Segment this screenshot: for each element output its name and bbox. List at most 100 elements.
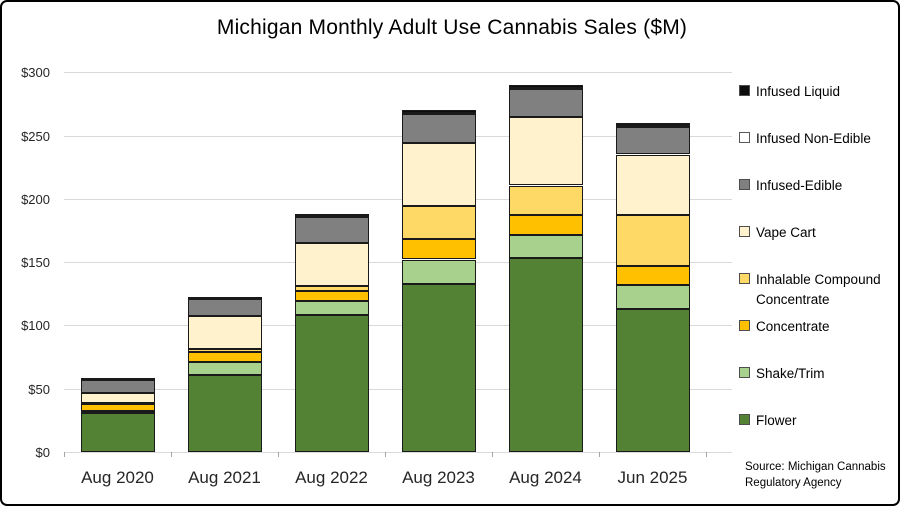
legend-label: Concentrate	[756, 319, 830, 334]
gridline	[64, 135, 732, 137]
gridline	[64, 198, 732, 200]
legend-item: Inhalable Compound Concentrate	[739, 270, 897, 309]
y-axis-tick-label: $200	[21, 191, 50, 207]
gridline	[64, 451, 732, 453]
gridline	[64, 72, 732, 74]
x-axis-tickmark	[599, 451, 600, 457]
bar-segment	[80, 379, 155, 393]
bar-segment	[187, 296, 262, 299]
y-axis-tick-label: $300	[21, 65, 50, 81]
bar-segment	[401, 114, 476, 144]
y-axis-tick-label: $150	[21, 255, 50, 270]
y-axis-tick-label: $100	[21, 318, 50, 334]
legend-swatch-icon	[739, 320, 750, 331]
bar-segment	[401, 143, 476, 207]
y-axis-tick-label: $0	[35, 444, 50, 460]
bar-segment	[294, 243, 369, 286]
legend-label: Shake/Trim	[756, 366, 825, 381]
legend-item: Shake/Trim	[739, 364, 825, 384]
bar-segment	[615, 125, 690, 128]
x-axis-tickmark	[64, 451, 65, 457]
legend-swatch-icon	[739, 367, 750, 378]
bar-segment	[294, 291, 369, 302]
x-axis-category-label: Aug 2020	[81, 467, 154, 487]
legend-swatch-icon	[739, 273, 750, 284]
x-axis-category-label: Aug 2022	[295, 467, 368, 487]
source-note: Source: Michigan Cannabis Regulatory Age…	[745, 461, 886, 489]
gridline	[64, 388, 732, 390]
legend-item: Infused Liquid	[739, 82, 840, 102]
x-axis-category-label: Jun 2025	[617, 467, 688, 487]
bar-segment	[508, 87, 583, 90]
bar-segment	[294, 215, 369, 218]
legend-item: Infused Non-Edible	[739, 129, 871, 149]
bar-segment	[294, 301, 369, 316]
x-axis-category-label: Aug 2023	[402, 467, 475, 487]
gridline	[64, 262, 732, 263]
legend-item: Infused-Edible	[739, 176, 842, 196]
x-axis-category-label: Aug 2024	[509, 467, 582, 487]
legend-label: Infused Non-Edible	[756, 131, 871, 146]
legend-swatch-icon	[739, 226, 750, 237]
bar-segment	[508, 235, 583, 259]
legend-swatch-icon	[739, 179, 750, 190]
bar-segment	[508, 185, 583, 216]
legend-label: Vape Cart	[756, 225, 816, 240]
bar-segment	[80, 392, 155, 403]
legend-item: Flower	[739, 411, 797, 431]
bar-segment	[187, 349, 262, 353]
x-axis-tickmark	[706, 451, 707, 457]
bar-segment	[401, 206, 476, 240]
bar-segment	[615, 284, 690, 309]
bar-segment	[401, 259, 476, 284]
y-axis-tick-label: $50	[28, 381, 50, 397]
legend-swatch-icon	[739, 85, 750, 96]
bar-segment	[80, 410, 155, 414]
bar-segment	[294, 213, 369, 216]
legend-item: Concentrate	[739, 317, 830, 337]
x-axis-category-label: Aug 2021	[188, 467, 261, 487]
bar-segment	[187, 298, 262, 316]
x-axis-tickmark	[385, 451, 386, 457]
bar-segment	[187, 352, 262, 362]
bar-segment	[508, 258, 583, 452]
legend-label: Flower	[756, 413, 797, 428]
bar-segment	[80, 403, 155, 405]
legend: Infused Liquid Infused Non-Edible Infused-…	[739, 2, 897, 452]
bar-segment	[508, 84, 583, 88]
bar-segment	[187, 315, 262, 350]
bar-segment	[294, 315, 369, 452]
bar-segment	[187, 375, 262, 452]
legend-item: Vape Cart	[739, 223, 816, 243]
bar-segment	[615, 214, 690, 267]
bar-segment	[401, 239, 476, 260]
bar-segment	[80, 404, 155, 411]
bar-segment	[294, 286, 369, 292]
bar-segment	[615, 154, 690, 215]
bar-segment	[401, 110, 476, 113]
bar-segment	[615, 122, 690, 126]
bar-segment	[294, 216, 369, 244]
bar-segment	[401, 112, 476, 115]
bar-segment	[401, 283, 476, 452]
bar-segment	[187, 361, 262, 376]
legend-swatch-icon	[739, 132, 750, 143]
bar-segment	[508, 117, 583, 186]
bar-segment	[615, 266, 690, 285]
legend-swatch-icon	[739, 414, 750, 425]
legend-label: Infused-Edible	[756, 178, 843, 193]
x-axis-tickmark	[278, 451, 279, 457]
y-axis-tick-label: $250	[21, 128, 50, 144]
bar-segment	[508, 215, 583, 236]
bar-segment	[508, 89, 583, 118]
legend-label: Infused Liquid	[756, 84, 841, 99]
bar-segment	[80, 378, 155, 381]
gridline	[64, 325, 732, 327]
bar-segment	[80, 413, 155, 452]
bar-segment	[615, 126, 690, 155]
chart-title: Michigan Monthly Adult Use Cannabis Sale…	[216, 16, 688, 39]
x-axis-tickmark	[492, 451, 493, 457]
bar-segment	[615, 308, 690, 452]
x-axis-tickmark	[171, 451, 172, 457]
